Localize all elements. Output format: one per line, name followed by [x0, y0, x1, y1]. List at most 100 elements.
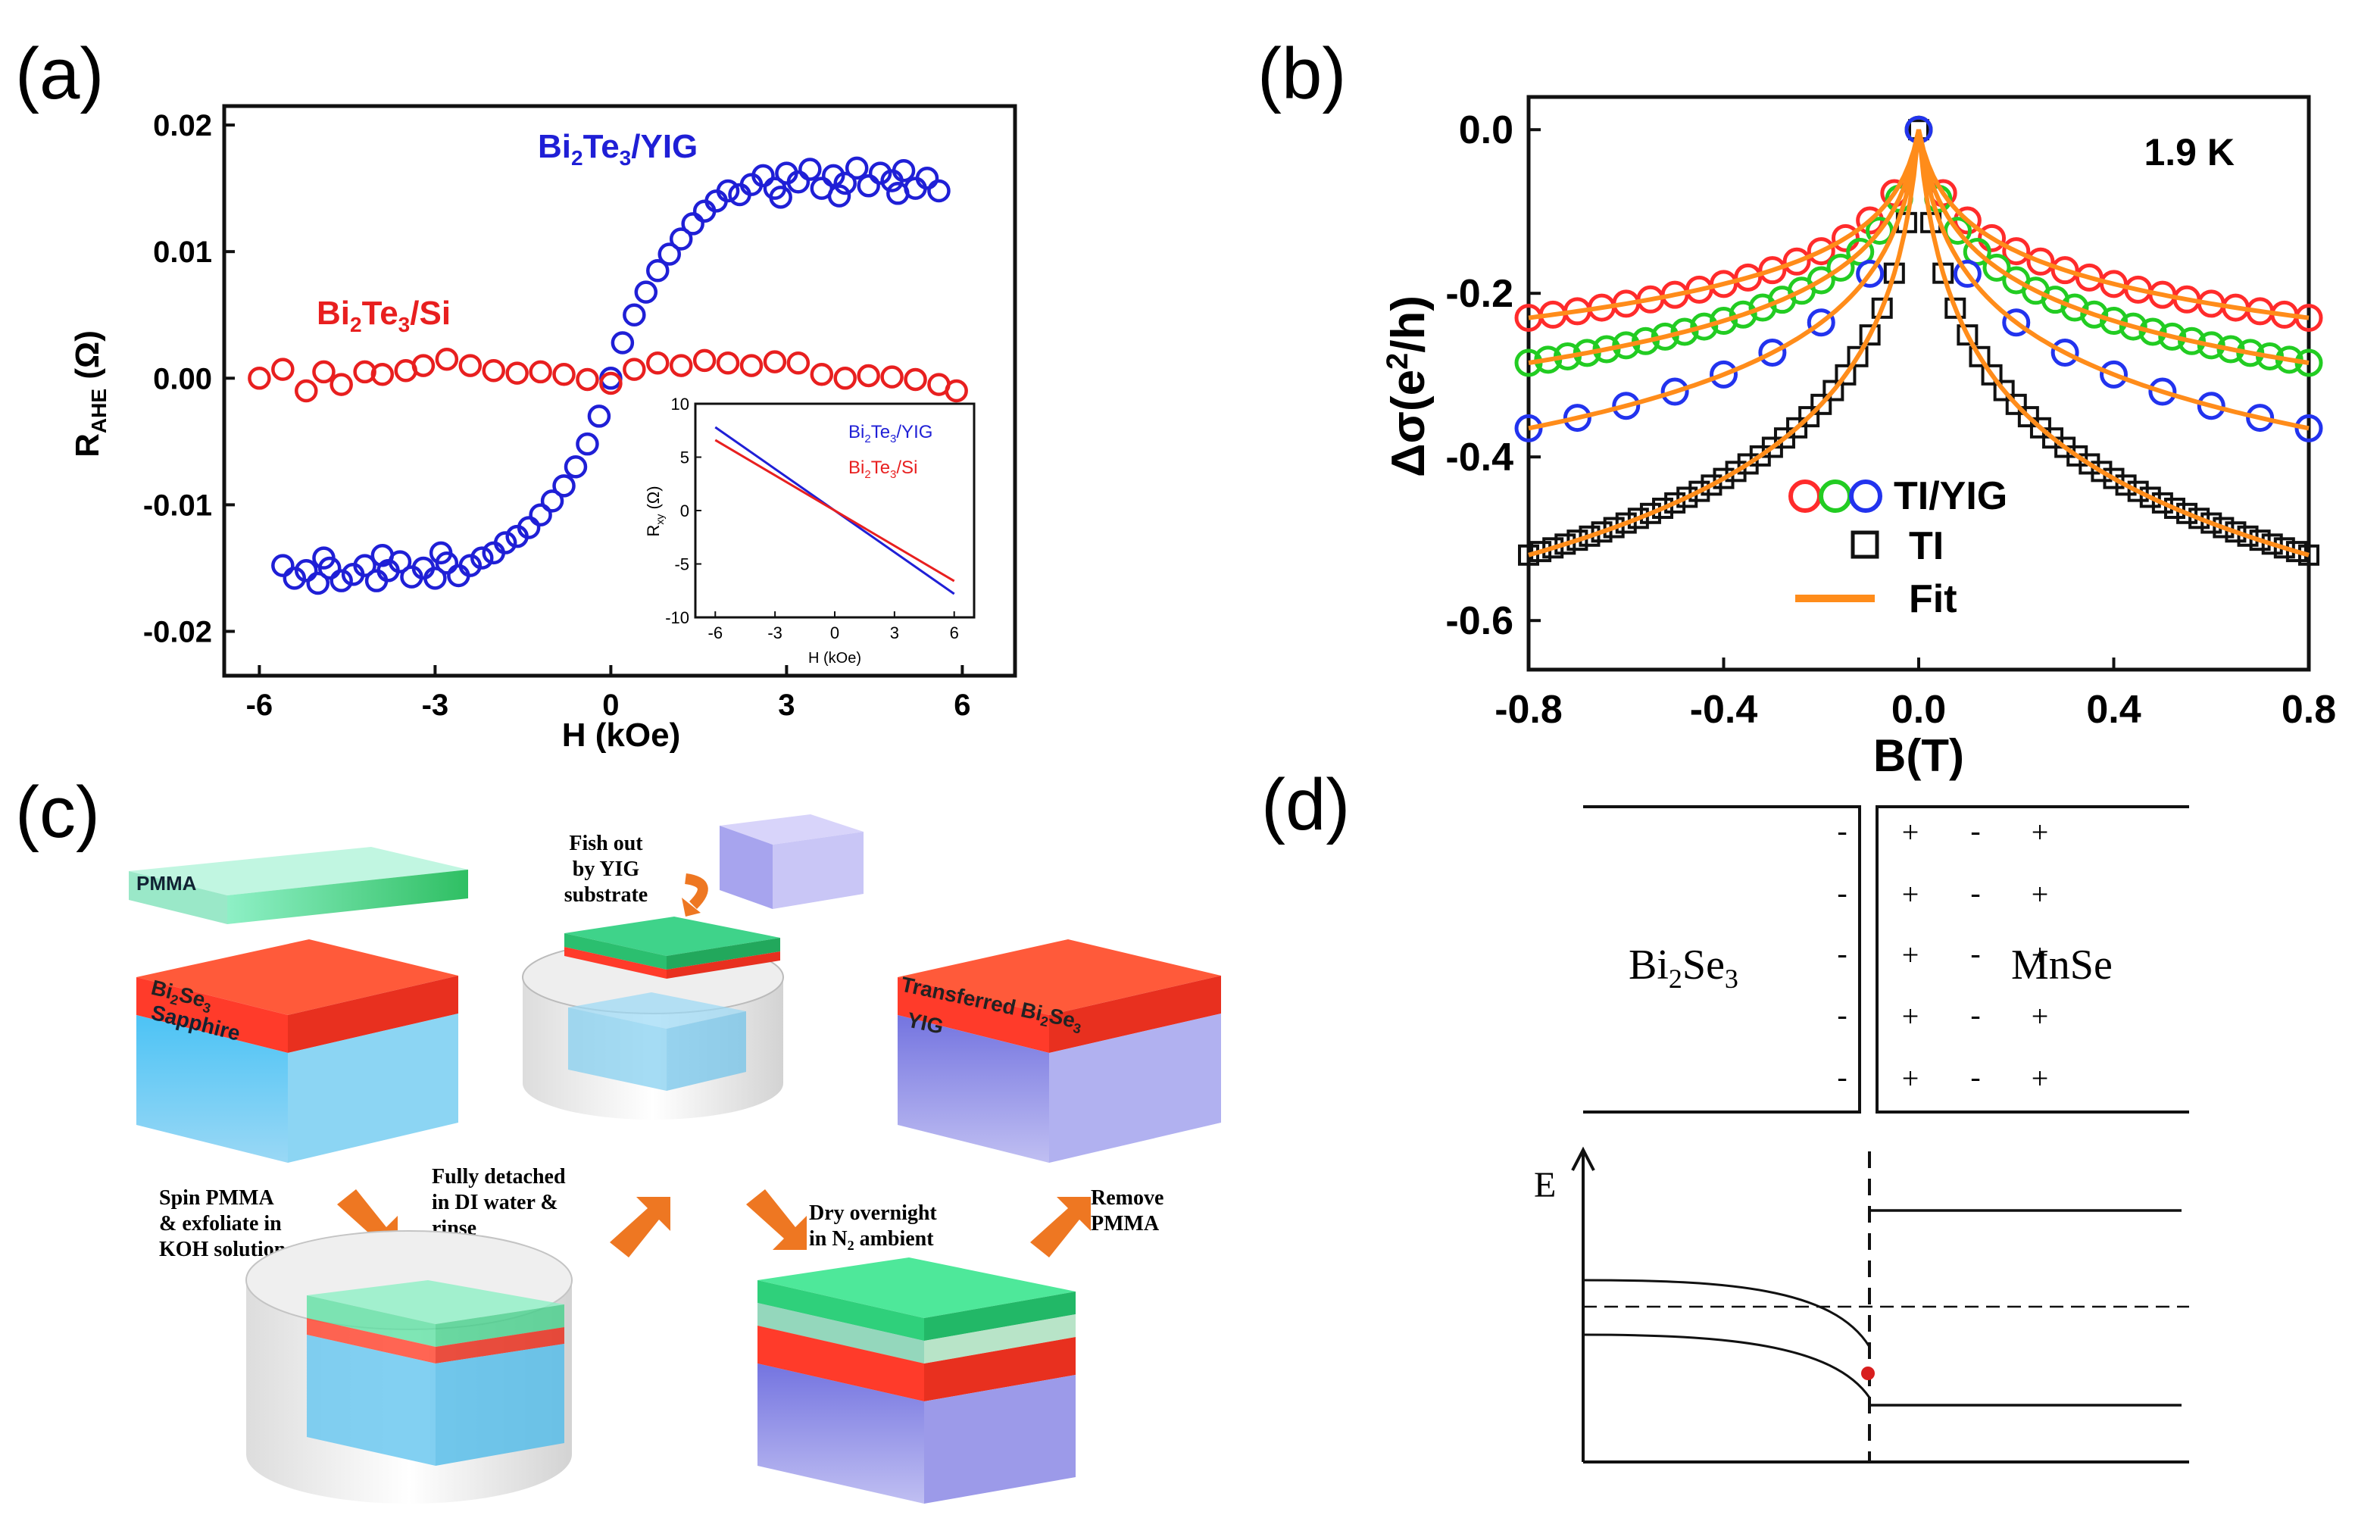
- data-point-circle: [2294, 414, 2323, 442]
- data-point: [295, 379, 318, 403]
- inset-ylabel: Rxy (Ω): [644, 486, 666, 536]
- energy-axis-arrow: [1571, 1146, 1595, 1171]
- arrow-up-1: [610, 1197, 670, 1257]
- data-point-square: [1554, 533, 1576, 555]
- data-point-square: [2079, 453, 2100, 475]
- data-point: [657, 242, 681, 266]
- charge-minus: -: [1837, 876, 1847, 910]
- data-point: [915, 167, 939, 190]
- data-point: [517, 516, 541, 539]
- data-point-circle: [2050, 339, 2079, 367]
- data-point-square: [1688, 480, 1710, 502]
- charge-plus: +: [1902, 815, 1919, 849]
- data-point-circle: [1660, 377, 1689, 406]
- data-point-circle: [1758, 339, 1787, 367]
- panel-d: (d) - + - + - + - + - + - + - + - + - + - + Bi2Se3 MnSe E: [1261, 764, 2189, 1463]
- data-point: [470, 546, 494, 570]
- data-point: [769, 186, 792, 209]
- y-tick-label: -0.2: [1445, 272, 1513, 316]
- inset-y-tick-label: 5: [680, 448, 689, 467]
- inset-xlabel: H (kOe): [808, 650, 861, 667]
- charge-plus: +: [2032, 938, 2049, 972]
- legend-label-ti: TI: [1909, 524, 1944, 568]
- data-point-square: [1810, 393, 1832, 415]
- data-point-square: [1993, 380, 2015, 401]
- x-tick-label: -3: [422, 689, 449, 722]
- series-label-si: Bi2Te3/Si: [317, 295, 451, 336]
- inset-x-tick-label: 6: [950, 623, 959, 642]
- data-point-square: [2115, 474, 2137, 496]
- data-point-square: [1883, 262, 1905, 284]
- data-point: [611, 331, 635, 355]
- data-point: [411, 354, 436, 377]
- data-point-circle: [2050, 256, 2079, 285]
- data-point-circle: [2080, 300, 2109, 329]
- temperature-annotation: 1.9 K: [2144, 131, 2235, 173]
- data-point-square: [2273, 537, 2295, 559]
- data-point: [739, 354, 764, 377]
- panel-d-label: (d): [1261, 764, 1350, 845]
- x-tick-label: 6: [954, 689, 970, 722]
- interface-state-dot: [1861, 1367, 1875, 1380]
- data-point-square: [1847, 345, 1869, 367]
- panel-c: (c) PMMA Bi2Se3 Sapphire: [15, 772, 1221, 1504]
- data-point: [822, 164, 845, 188]
- mnse-box: [1876, 805, 2189, 1114]
- data-point: [458, 554, 483, 577]
- data-point: [833, 367, 857, 390]
- data-point-circle: [1758, 256, 1787, 285]
- data-point: [868, 161, 892, 185]
- energy-label: E: [1534, 1165, 1556, 1205]
- detached-line1: Fully detached: [432, 1165, 566, 1189]
- data-point-square: [2103, 467, 2125, 489]
- data-point: [295, 559, 318, 583]
- panel-b: (b) -0.8 -0.4 0.0 0.4 0.8 0.0 -0.2 -0.4 -0.6 B(T…: [1257, 33, 2336, 781]
- material-right: MnSe: [2011, 942, 2113, 989]
- charge-minus: -: [1837, 936, 1847, 970]
- data-point-circle: [1734, 263, 1763, 292]
- data-point: [353, 554, 376, 577]
- x-tick-label: -6: [246, 689, 273, 722]
- data-point-square: [1713, 467, 1735, 489]
- data-point-square: [1542, 537, 1564, 559]
- legend-label-fit: Fit: [1909, 577, 1957, 621]
- data-point-square: [1871, 297, 1893, 319]
- data-point: [810, 363, 834, 386]
- data-point: [271, 554, 295, 577]
- data-point: [312, 546, 336, 570]
- legend-marker-square: [1851, 530, 1879, 559]
- data-point-circle: [2119, 312, 2147, 341]
- panel-b-xlabel: B(T): [1873, 730, 1964, 781]
- data-point-circle: [1807, 266, 1835, 295]
- y-tick-label: 0.0: [1459, 108, 1513, 152]
- inset-x-tick-label: 3: [890, 623, 899, 642]
- spin-line1: Spin PMMA: [159, 1186, 274, 1210]
- step-captions: Spin PMMA & exfoliate in KOH solution Fu…: [159, 1165, 1163, 1261]
- data-point: [330, 569, 353, 592]
- pmma-label: PMMA: [136, 872, 197, 895]
- conduction-band-left: [1582, 1279, 1871, 1348]
- data-point-square: [1798, 406, 1820, 428]
- data-point: [751, 164, 775, 188]
- data-point: [576, 432, 599, 456]
- data-point-square: [1957, 324, 1979, 346]
- data-point-circle: [2197, 331, 2225, 360]
- inset-x-tick-label: -3: [767, 623, 782, 642]
- data-point: [248, 367, 271, 390]
- transferred-block: Transferred Bi2Se3 YIG: [898, 939, 1221, 1163]
- detached-line2: in DI water &: [432, 1191, 558, 1214]
- sapphire-block: Bi2Se3 Sapphire: [136, 939, 458, 1163]
- data-point: [692, 348, 717, 373]
- remove-line2: PMMA: [1091, 1212, 1160, 1235]
- data-point: [330, 373, 353, 396]
- data-point-circle: [2138, 317, 2167, 346]
- panel-a-points: [248, 156, 968, 595]
- fit-curve: [1528, 129, 2310, 431]
- data-point: [458, 354, 483, 377]
- data-point-square: [1627, 508, 1649, 529]
- inset-line: [714, 439, 955, 583]
- x-tick-label: -0.8: [1495, 688, 1563, 732]
- data-point-square: [1725, 461, 1747, 483]
- data-point: [904, 367, 927, 392]
- charge-plus: +: [2032, 877, 2049, 911]
